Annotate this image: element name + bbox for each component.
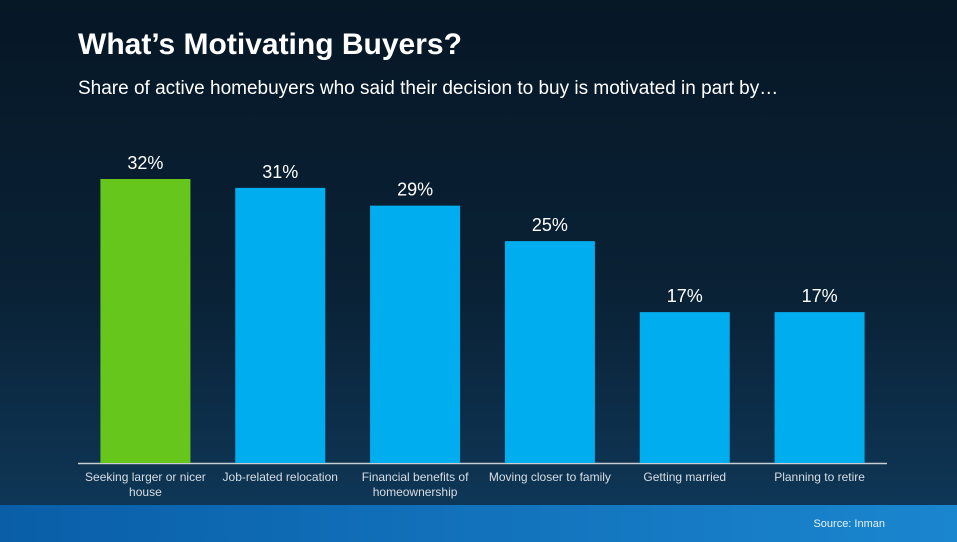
x-tick-label: Seeking larger or nicer house [85,470,206,499]
value-label: 17% [667,286,703,306]
value-label: 32% [127,153,163,173]
value-label: 17% [802,286,838,306]
x-tick-label: Moving closer to family [488,470,611,484]
value-label: 31% [262,162,298,182]
bar [370,205,461,463]
bar [504,241,595,463]
bar [235,187,326,463]
chart-subtitle: Share of active homebuyers who said thei… [78,78,779,99]
bar [774,312,865,463]
value-label: 29% [397,180,433,200]
x-tick-label: Getting married [643,470,727,484]
x-tick-label: Financial benefits of homeownership [361,470,469,499]
chart-title: What’s Motivating Buyers? [78,28,462,61]
value-label: 25% [532,215,568,235]
bar [639,312,730,463]
bar [100,179,191,463]
x-tick-label: Planning to retire [774,470,865,484]
x-tick-label: Job-related relocation [222,470,338,484]
footer-band [0,505,957,542]
source: Source: Inman [813,518,885,530]
